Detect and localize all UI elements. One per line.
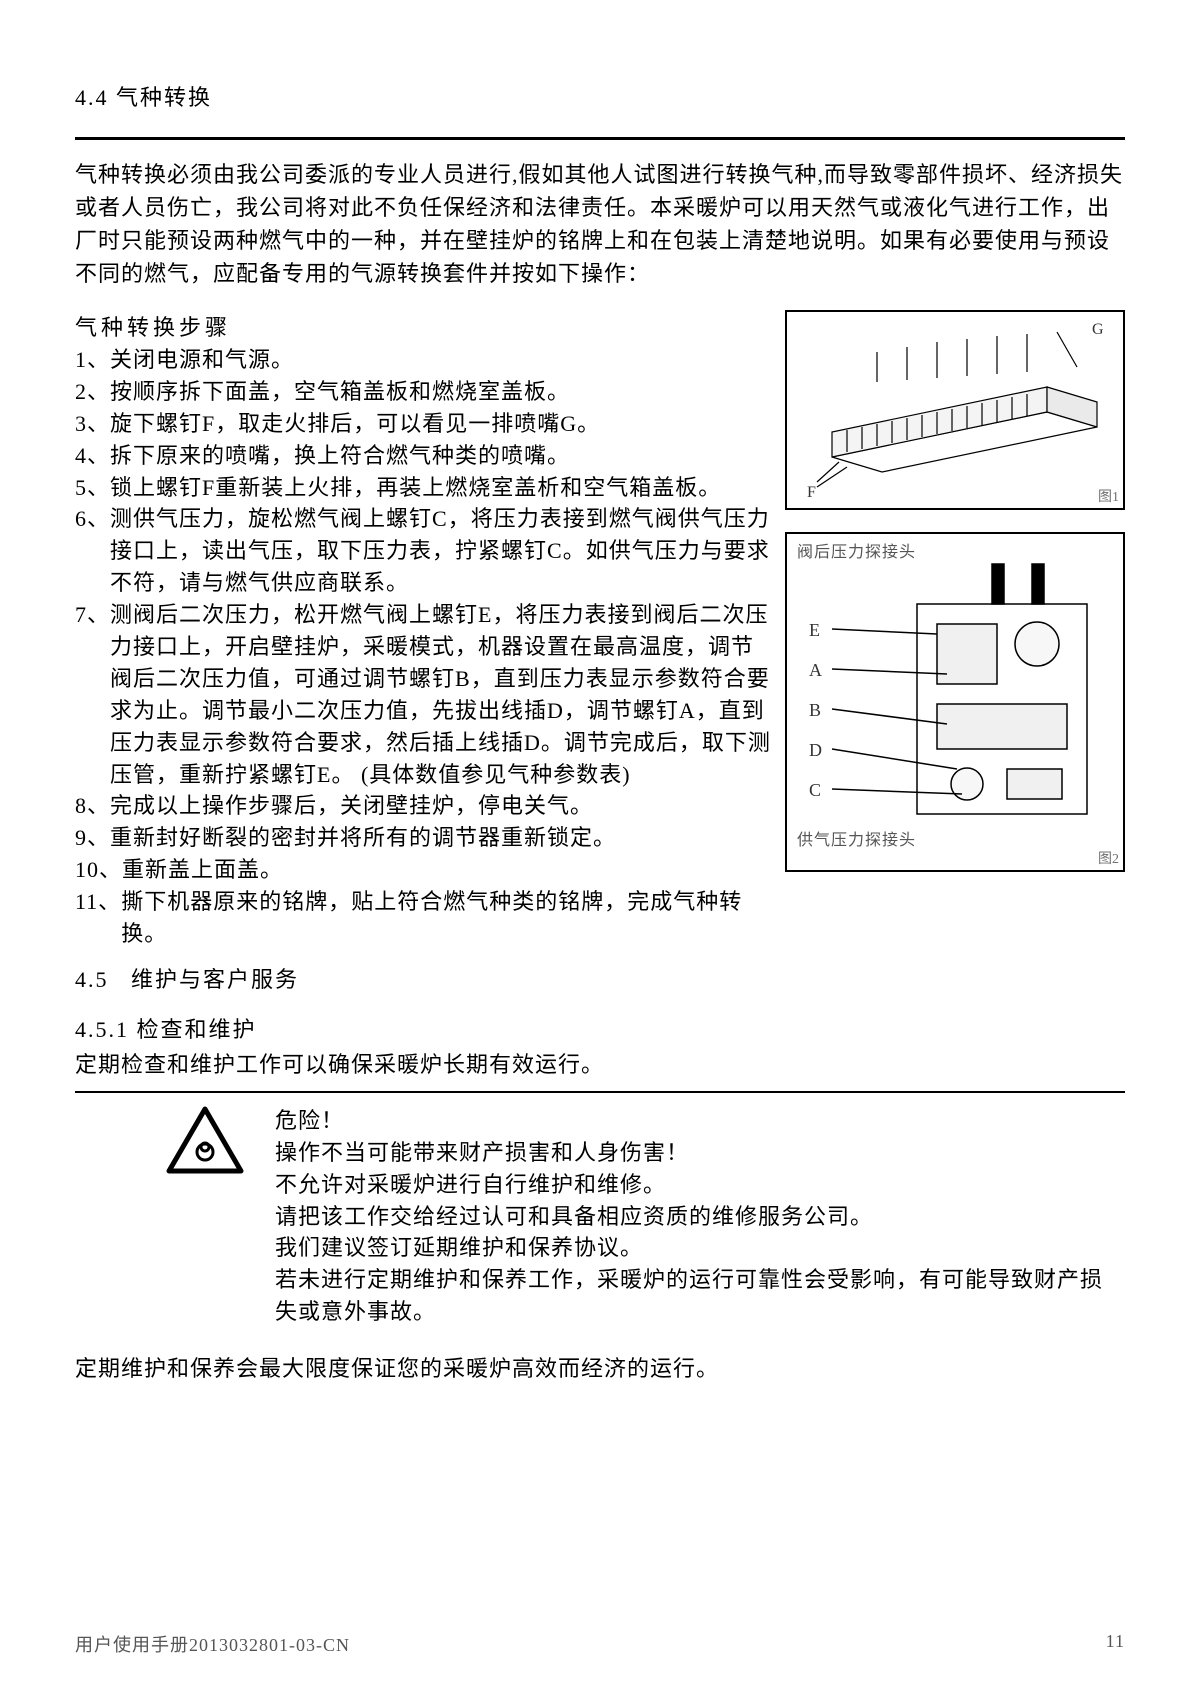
step-number: 7、 — [75, 599, 110, 790]
step-number: 5、 — [75, 472, 110, 504]
step-number: 9、 — [75, 822, 110, 854]
closing-paragraph: 定期维护和保养会最大限度保证您的采暖炉高效而经济的运行。 — [75, 1352, 1125, 1385]
section-45-title: 维护与客户服务 — [131, 967, 299, 992]
figure2-label-c: C — [809, 780, 821, 801]
footer-left: 用户使用手册2013032801-03-CN — [75, 1631, 350, 1657]
divider — [75, 137, 1125, 140]
divider — [75, 1091, 1125, 1093]
danger-line: 若未进行定期维护和保养工作，采暖炉的运行可靠性会受影响，有可能导致财产损失或意外… — [275, 1264, 1125, 1328]
steps-column: 气种转换步骤 1、 关闭电源和气源。 2、 按顺序拆下面盖，空气箱盖板和燃烧室盖… — [75, 310, 775, 950]
step-item: 8、 完成以上操作步骤后，关闭壁挂炉，停电关气。 — [75, 790, 775, 822]
figure2-label-a: A — [809, 660, 822, 681]
danger-line: 不允许对采暖炉进行自行维护和维修。 — [275, 1169, 1125, 1201]
section-44-number: 4.4 — [75, 85, 109, 110]
page: 4.4 气种转换 气种转换必须由我公司委派的专业人员进行,假如其他人试图进行转换… — [0, 0, 1200, 1697]
page-footer: 用户使用手册2013032801-03-CN 11 — [75, 1631, 1125, 1657]
two-column-layout: 气种转换步骤 1、 关闭电源和气源。 2、 按顺序拆下面盖，空气箱盖板和燃烧室盖… — [75, 310, 1125, 950]
step-number: 8、 — [75, 790, 110, 822]
step-text: 完成以上操作步骤后，关闭壁挂炉，停电关气。 — [110, 790, 775, 822]
figure2-label-e: E — [809, 620, 820, 641]
step-item: 5、 锁上螺钉F重新装上火排，再装上燃烧室盖析和空气箱盖板。 — [75, 472, 775, 504]
step-text: 重新盖上面盖。 — [122, 854, 775, 886]
step-item: 10、 重新盖上面盖。 — [75, 854, 775, 886]
step-text: 按顺序拆下面盖，空气箱盖板和燃烧室盖板。 — [110, 376, 775, 408]
step-number: 10、 — [75, 854, 122, 886]
figure1-label-g: G — [1092, 321, 1104, 338]
figures-column: G F 图1 阀后压力探接头 — [785, 310, 1125, 872]
step-number: 1、 — [75, 344, 110, 376]
step-item: 2、 按顺序拆下面盖，空气箱盖板和燃烧室盖板。 — [75, 376, 775, 408]
danger-line: 操作不当可能带来财产损害和人身伤害！ — [275, 1137, 1125, 1169]
step-number: 6、 — [75, 503, 110, 599]
figure2-label-b: B — [809, 700, 821, 721]
step-number: 11、 — [75, 886, 121, 950]
section-451-heading: 4.5.1 检查和维护 — [75, 1012, 1125, 1044]
footer-page-number: 11 — [1106, 1631, 1125, 1657]
step-text: 旋下螺钉F，取走火排后，可以看见一排喷嘴G。 — [110, 408, 775, 440]
step-item: 6、 测供气压力，旋松燃气阀上螺钉C，将压力表接到燃气阀供气压力接口上，读出气压… — [75, 503, 775, 599]
step-number: 4、 — [75, 440, 110, 472]
burner-diagram-icon: G F — [787, 312, 1127, 512]
warning-paragraph: 气种转换必须由我公司委派的专业人员进行,假如其他人试图进行转换气种,而导致零部件… — [75, 158, 1125, 290]
step-item: 4、 拆下原来的喷嘴，换上符合燃气种类的喷嘴。 — [75, 440, 775, 472]
figure2-label-d: D — [809, 740, 822, 761]
figure-2-caption: 图2 — [1098, 848, 1119, 868]
step-text: 重新封好断裂的密封并将所有的调节器重新锁定。 — [110, 822, 775, 854]
section-45-number: 4.5 — [75, 967, 109, 992]
danger-triangle-icon — [165, 1105, 245, 1175]
step-item: 3、 旋下螺钉F，取走火排后，可以看见一排喷嘴G。 — [75, 408, 775, 440]
step-text: 撕下机器原来的铭牌，贴上符合燃气种类的铭牌，完成气种转换。 — [121, 886, 775, 950]
section-451-intro: 定期检查和维护工作可以确保采暖炉长期有效运行。 — [75, 1048, 1125, 1081]
step-item: 7、 测阀后二次压力，松开燃气阀上螺钉E，将压力表接到阀后二次压力接口上，开启壁… — [75, 599, 775, 790]
step-text: 测供气压力，旋松燃气阀上螺钉C，将压力表接到燃气阀供气压力接口上，读出气压，取下… — [110, 503, 775, 599]
danger-text: 危险！ 操作不当可能带来财产损害和人身伤害！ 不允许对采暖炉进行自行维护和维修。… — [275, 1105, 1125, 1328]
step-number: 3、 — [75, 408, 110, 440]
section-44-heading: 4.4 气种转换 — [75, 80, 1125, 112]
figure-2-bottom-label: 供气压力探接头 — [797, 826, 916, 850]
section-451-number: 4.5.1 — [75, 1017, 129, 1042]
section-451-title: 检查和维护 — [137, 1017, 257, 1042]
figure-1: G F 图1 — [785, 310, 1125, 510]
steps-title: 气种转换步骤 — [75, 310, 775, 342]
danger-line: 我们建议签订延期维护和保养协议。 — [275, 1232, 1125, 1264]
section-44-title: 气种转换 — [116, 85, 212, 110]
step-number: 2、 — [75, 376, 110, 408]
figure-1-caption: 图1 — [1098, 486, 1119, 506]
step-item: 1、 关闭电源和气源。 — [75, 344, 775, 376]
step-text: 拆下原来的喷嘴，换上符合燃气种类的喷嘴。 — [110, 440, 775, 472]
step-item: 9、 重新封好断裂的密封并将所有的调节器重新锁定。 — [75, 822, 775, 854]
danger-block: 危险！ 操作不当可能带来财产损害和人身伤害！ 不允许对采暖炉进行自行维护和维修。… — [75, 1105, 1125, 1328]
valve-diagram-icon — [787, 534, 1127, 874]
danger-title: 危险！ — [275, 1105, 1125, 1137]
danger-icon-wrap — [75, 1105, 275, 1175]
section-45-heading: 4.5 维护与客户服务 — [75, 962, 1125, 994]
figure-2-top-label: 阀后压力探接头 — [797, 538, 916, 562]
figure1-label-f: F — [807, 484, 816, 501]
figure-2: 阀后压力探接头 — [785, 532, 1125, 872]
step-item: 11、 撕下机器原来的铭牌，贴上符合燃气种类的铭牌，完成气种转换。 — [75, 886, 775, 950]
step-text: 关闭电源和气源。 — [110, 344, 775, 376]
step-text: 锁上螺钉F重新装上火排，再装上燃烧室盖析和空气箱盖板。 — [110, 472, 775, 504]
danger-line: 请把该工作交给经过认可和具备相应资质的维修服务公司。 — [275, 1201, 1125, 1233]
step-text: 测阀后二次压力，松开燃气阀上螺钉E，将压力表接到阀后二次压力接口上，开启壁挂炉，… — [110, 599, 775, 790]
